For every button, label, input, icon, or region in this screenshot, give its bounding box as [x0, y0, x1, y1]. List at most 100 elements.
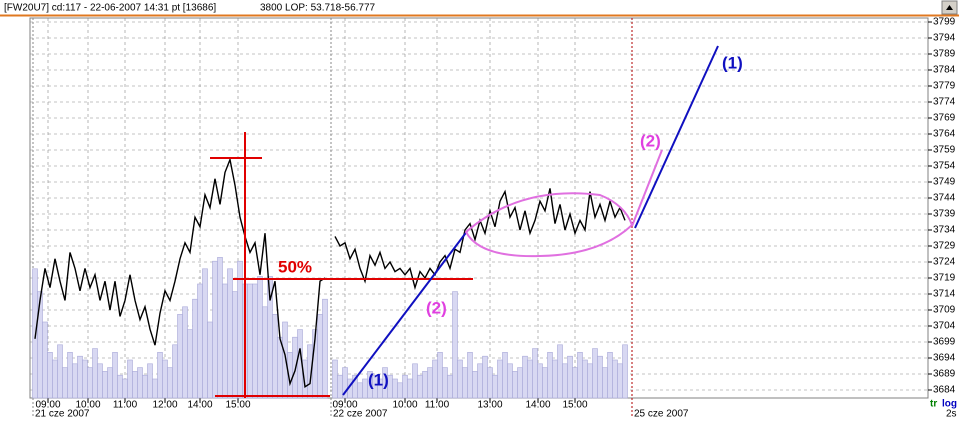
- volume-bar: [177, 314, 183, 399]
- volume-bar: [157, 352, 163, 399]
- x-tick-label: 09:00: [35, 400, 60, 411]
- x-tick-label: 12:00: [152, 400, 177, 411]
- y-tick-label: 3694: [933, 353, 956, 364]
- y-tick-label: 3719: [933, 273, 956, 284]
- y-tick-label: 3784: [933, 65, 956, 76]
- volume-bar: [222, 283, 228, 399]
- annotation: (1): [722, 53, 743, 72]
- volume-bar: [102, 371, 108, 399]
- y-tick-label: 3754: [933, 161, 956, 172]
- x-tick-label: 15:00: [562, 400, 587, 411]
- annotations: 50% (1) (2) (1) (2): [210, 45, 743, 398]
- volume-bar: [537, 363, 543, 399]
- volume-bar: [522, 355, 528, 399]
- annotation: 50%: [278, 257, 312, 276]
- volume-bar: [67, 352, 73, 399]
- volume-bar: [502, 352, 508, 399]
- volume-bar: [77, 355, 83, 399]
- volume-bar: [402, 374, 408, 399]
- volume-bar: [252, 283, 258, 399]
- volume-bar: [492, 374, 498, 399]
- volume-bar: [617, 363, 623, 399]
- volume-bar: [622, 344, 628, 399]
- plot-area: 3684 3689 3694 3699 3704 3709 3714 3719 3724 3729…: [29, 17, 956, 420]
- volume-bar: [72, 363, 78, 399]
- annotation: (2): [426, 298, 447, 317]
- y-tick-label: 3684: [933, 385, 956, 396]
- x-tick-label: 10:00: [75, 400, 100, 411]
- volume-bar: [582, 359, 588, 399]
- volume-bar: [542, 367, 548, 399]
- volume-bar: [482, 355, 488, 399]
- volume-bar: [247, 283, 253, 399]
- volume-bar: [227, 268, 233, 399]
- volume-bar: [397, 382, 403, 399]
- scroll-arrow: [946, 5, 953, 10]
- volume-bar: [427, 367, 433, 399]
- volume-bar: [462, 367, 468, 399]
- volume-bar: [212, 260, 218, 399]
- annotation: (1): [368, 370, 389, 389]
- date-label: 21 cze 2007: [35, 409, 90, 419]
- volume-bar: [302, 359, 308, 399]
- y-tick-label: 3759: [933, 145, 956, 156]
- volume-bar: [132, 371, 138, 399]
- volume-bar: [117, 374, 123, 399]
- volume-bar: [87, 367, 93, 399]
- y-tick-label: 3794: [933, 33, 956, 44]
- footer-label: log: [942, 399, 957, 410]
- volume-bar: [137, 367, 143, 399]
- x-tick-label: 14:00: [525, 400, 550, 411]
- x-tick-label: 14:00: [187, 400, 212, 411]
- blue-line: [342, 229, 469, 396]
- y-tick-label: 3774: [933, 97, 956, 108]
- y-tick-label: 3739: [933, 209, 956, 220]
- volume-bar: [447, 374, 453, 399]
- volume-bar: [82, 359, 88, 399]
- volume-bar: [162, 359, 168, 399]
- volume-bar: [262, 306, 268, 399]
- volume-bar: [592, 348, 598, 399]
- volume-bar: [167, 367, 173, 399]
- volume-bar: [557, 344, 563, 399]
- volume-bar: [532, 348, 538, 399]
- volume-bar: [272, 314, 278, 399]
- y-tick-label: 3764: [933, 129, 956, 140]
- y-tick-label: 3709: [933, 305, 956, 316]
- volume-bar: [332, 359, 338, 399]
- volume-bar: [282, 321, 288, 399]
- volume-bar: [172, 344, 178, 399]
- volume-bar: [457, 359, 463, 399]
- volume-bar: [527, 359, 533, 399]
- y-tick-label: 3734: [933, 225, 956, 236]
- x-tick-label: 11:00: [113, 400, 138, 411]
- volume-bar: [202, 268, 208, 399]
- volume-bar: [472, 371, 478, 399]
- volume-bar: [497, 359, 503, 399]
- y-tick-label: 3744: [933, 193, 956, 204]
- y-tick-label: 3729: [933, 241, 956, 252]
- volume-bar: [587, 363, 593, 399]
- volume-bar: [187, 329, 193, 399]
- volume-bar: [512, 371, 518, 399]
- x-tick-label: 15:00: [225, 400, 250, 411]
- volume-bar: [127, 359, 133, 399]
- volume-bar: [357, 382, 363, 399]
- volume-bar: [412, 363, 418, 399]
- x-tick-label: 11:00: [425, 400, 450, 411]
- volume-bar: [317, 314, 323, 399]
- volume-bar: [52, 359, 58, 399]
- volume-bar: [547, 352, 553, 399]
- volume-bar: [362, 378, 368, 399]
- volume-bar: [562, 363, 568, 399]
- date-label: 22 cze 2007: [333, 409, 388, 419]
- annotation: (2): [640, 131, 661, 150]
- volume-bar: [507, 363, 513, 399]
- volume-bar: [567, 355, 573, 399]
- volume-bar: [107, 367, 113, 399]
- chart-title: [FW20U7] cd:117 - 22-06-2007 14:31 pt [1…: [4, 3, 216, 14]
- volume-bar: [477, 363, 483, 399]
- footer-label: tr: [930, 399, 937, 410]
- volume-bar: [552, 359, 558, 399]
- volume-bar: [452, 291, 458, 399]
